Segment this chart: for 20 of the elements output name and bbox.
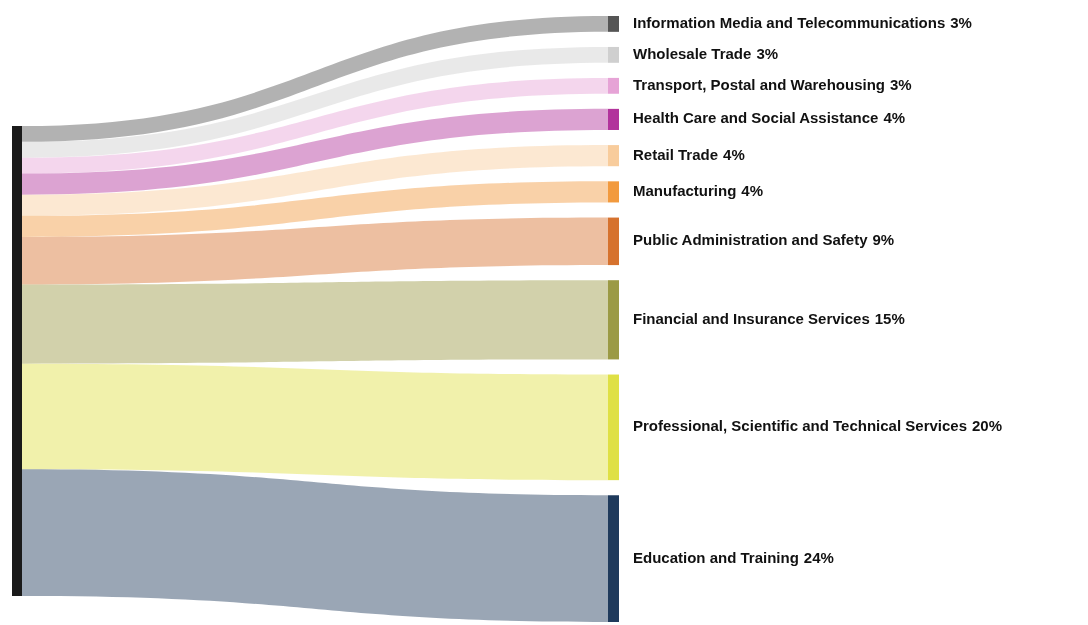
data-label: 3%: [756, 44, 779, 62]
data-label: 4%: [723, 145, 745, 163]
category-label: Professional, Scientific and Technical Services: [633, 417, 968, 435]
data-label: 20%: [972, 417, 1003, 435]
category-label: Public Administration and Safety: [633, 231, 869, 249]
data-label: 15%: [874, 309, 905, 327]
category-label: Transport, Postal and Warehousing: [633, 75, 885, 93]
category-label: Retail Trade: [633, 145, 719, 163]
data-label: 3%: [950, 13, 972, 31]
data-label: 3%: [889, 75, 912, 93]
category-label: Health Care and Social Assistance: [633, 109, 879, 127]
data-label: 4%: [883, 109, 906, 127]
data-label: 24%: [803, 548, 834, 566]
data-label: 4%: [741, 181, 764, 199]
category-label: Wholesale Trade: [633, 44, 752, 62]
category-label: Education and Training: [633, 548, 799, 566]
category-label: Manufacturing: [633, 181, 737, 199]
data-label: 9%: [872, 231, 895, 249]
category-label: Information Media and Telecommunications: [633, 13, 946, 31]
category-label: Financial and Insurance Services: [633, 309, 870, 327]
